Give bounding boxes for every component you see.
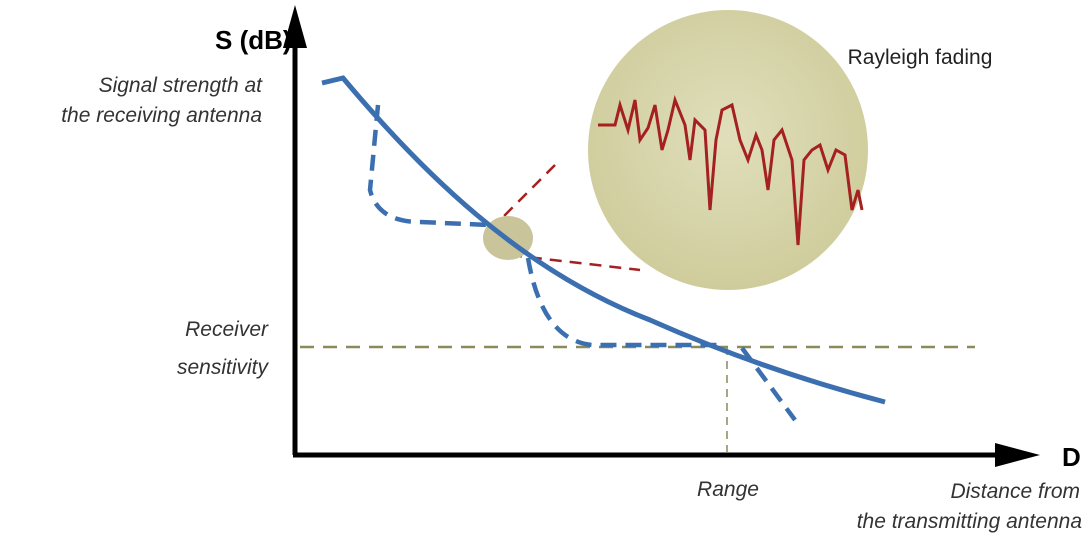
y-description: Signal strength at — [99, 74, 264, 97]
x-description: the transmitting antenna — [857, 510, 1082, 533]
fading-signal — [598, 95, 864, 246]
y-arrow — [283, 5, 307, 48]
range-label: Range — [697, 478, 759, 501]
x-label: D — [1062, 442, 1081, 472]
fading-circle — [588, 10, 868, 290]
y-label: S (dB) — [215, 25, 292, 55]
x-arrow — [995, 443, 1040, 467]
path-loss-curve — [321, 75, 886, 405]
sensitivity-label: sensitivity — [177, 356, 270, 379]
y-description: the receiving antenna — [61, 104, 262, 127]
fading-label: Rayleigh fading — [848, 46, 993, 69]
x-description: Distance from — [950, 480, 1080, 503]
sensitivity-label: Receiver — [185, 318, 269, 341]
